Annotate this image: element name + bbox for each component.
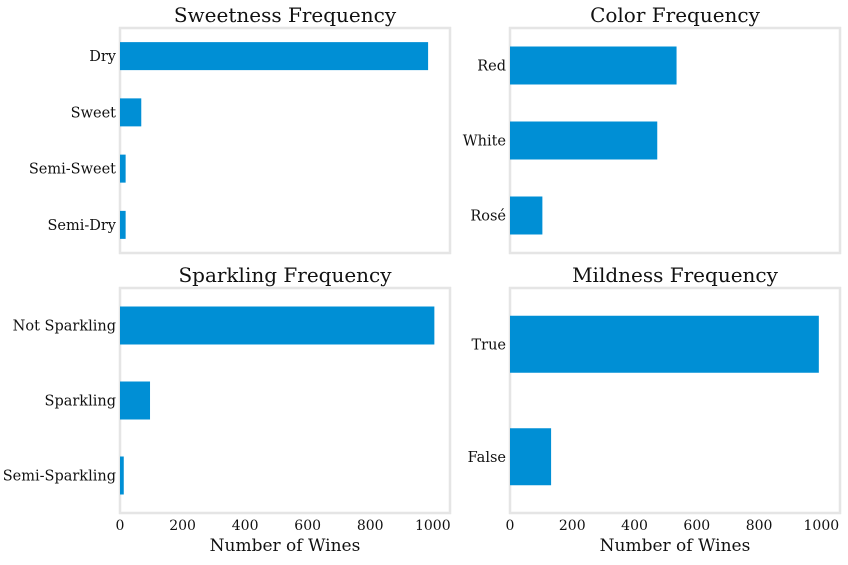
plot-frame-1 [118, 26, 452, 255]
category-label: Red [477, 59, 506, 75]
bar-1-dry [120, 42, 429, 71]
category-label: Semi-Dry [47, 218, 116, 234]
bar-2-white [510, 121, 658, 160]
bar-3-semi-sparkling [120, 456, 124, 495]
chart-title-4: Mildness Frequency [572, 263, 779, 287]
chart-title-1: Sweetness Frequency [174, 3, 397, 27]
category-label: Rosé [470, 209, 506, 225]
x-tick-label: 200 [559, 518, 586, 534]
x-axis-label-3: Number of Wines [210, 536, 361, 556]
category-label: Sparkling [45, 394, 116, 410]
bar-4-false [510, 428, 552, 486]
x-tick-label: 600 [683, 518, 710, 534]
bar-1-sweet [120, 98, 142, 127]
category-label: Dry [89, 49, 117, 65]
category-label: False [468, 450, 506, 466]
x-tick-label: 400 [232, 518, 259, 534]
chart-title-3: Sparkling Frequency [178, 263, 392, 287]
x-tick-label: 1000 [804, 518, 840, 534]
bar-2-ros- [510, 196, 543, 235]
category-label: White [463, 134, 506, 150]
category-label: Sweet [71, 105, 117, 121]
x-tick-label: 800 [746, 518, 773, 534]
chart-title-2: Color Frequency [590, 3, 761, 27]
category-label: Semi-Sweet [29, 162, 116, 178]
bar-1-semi-dry [120, 210, 126, 239]
x-tick-label: 1000 [415, 518, 451, 534]
x-axis-label-4: Number of Wines [600, 536, 751, 556]
x-tick-label: 600 [294, 518, 321, 534]
x-tick-label: 0 [116, 518, 125, 534]
x-tick-label: 0 [506, 518, 515, 534]
plot-frame-4 [508, 286, 842, 515]
category-label: Semi-Sparkling [3, 469, 116, 485]
category-label: Not Sparkling [13, 319, 116, 335]
bar-4-true [510, 315, 819, 373]
x-tick-label: 200 [169, 518, 196, 534]
bar-3-not-sparkling [120, 306, 435, 345]
category-label: True [471, 337, 506, 353]
bar-1-semi-sweet [120, 154, 126, 183]
bar-3-sparkling [120, 381, 151, 420]
bar-2-red [510, 46, 677, 85]
x-tick-label: 800 [357, 518, 384, 534]
x-tick-label: 400 [621, 518, 648, 534]
